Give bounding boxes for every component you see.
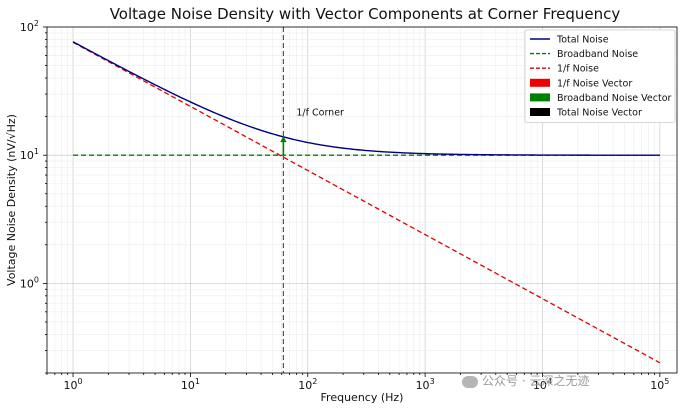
corner-annotation: 1/f Corner	[296, 108, 344, 119]
legend-label: 1/f Noise Vector	[557, 78, 632, 89]
x-tick-label: 104	[533, 377, 552, 392]
x-tick-label: 101	[181, 377, 200, 392]
total-noise-line	[72, 41, 660, 156]
legend-swatch	[530, 93, 550, 102]
legend-label: Broadband Noise Vector	[557, 93, 672, 104]
y-tick-label: 102	[20, 19, 39, 34]
y-tick-label: 101	[20, 147, 39, 162]
x-tick-label: 102	[298, 377, 317, 392]
grid	[46, 26, 677, 374]
watermark-text: 公众号 · 云深之无迹	[482, 374, 590, 388]
legend-label: 1/f Noise	[557, 64, 599, 75]
x-axis-label: Frequency (Hz)	[321, 391, 404, 404]
x-tick-label: 100	[63, 377, 82, 392]
watermark: 公众号 · 云深之无迹	[462, 372, 589, 389]
x-tick-label: 103	[416, 377, 435, 392]
annotation-layer: 1/f Corner	[280, 27, 344, 373]
legend-swatch	[530, 108, 550, 116]
legend-label: Total Noise	[556, 35, 609, 46]
series-layer	[72, 41, 661, 364]
plot-frame	[46, 26, 678, 374]
legend-label: Broadband Noise	[557, 49, 638, 60]
legend-label: Total Noise Vector	[556, 108, 642, 119]
y-tick-label: 100	[20, 275, 39, 290]
y-axis-label: Voltage Noise Density (nV/√Hz)	[5, 114, 18, 286]
legend: Total Noise Broadband Noise 1/f Noise 1/f N…	[524, 29, 676, 123]
wechat-icon	[462, 375, 478, 388]
legend-swatch	[530, 78, 550, 87]
axis-ticks: 100 101 102 103 104 105 100 101 102	[20, 19, 669, 392]
legend-box	[524, 29, 676, 123]
chart-title: Voltage Noise Density with Vector Compon…	[110, 5, 621, 23]
broadband-noise-vector-head	[280, 136, 287, 143]
x-tick-label: 105	[650, 377, 669, 392]
